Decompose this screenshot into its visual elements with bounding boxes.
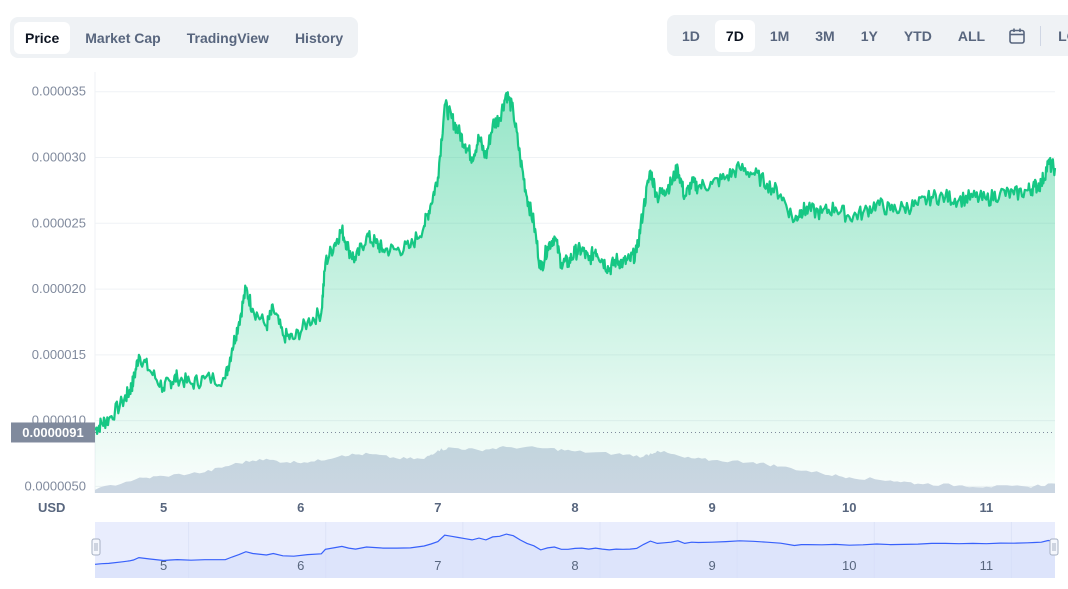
range-1m-button[interactable]: 1M [769, 27, 790, 44]
x-tick-label: 10 [842, 500, 856, 515]
handle-grip [91, 538, 101, 556]
y-tick-label: 0.000020 [32, 281, 86, 296]
navigator-line [94, 533, 1056, 565]
y-tick-label: 0.000030 [32, 150, 86, 165]
x-tick-label: 5 [160, 500, 167, 515]
range-navigator[interactable]: 5 6 7 8 9 10 11 [91, 522, 1059, 578]
navigator-tick-label: 5 [160, 558, 167, 573]
x-tick-label: 8 [571, 500, 578, 515]
y-tick-label: 0.000015 [32, 347, 86, 362]
handle-grip [1049, 538, 1059, 556]
range-ytd-button[interactable]: YTD [903, 27, 932, 44]
y-tick-label: 0.000035 [32, 84, 86, 99]
navigator-tick-label: 9 [709, 558, 716, 573]
tab-tradingview[interactable]: TradingView [186, 29, 269, 46]
price-line[interactable] [94, 91, 1057, 435]
x-axis: 5 6 7 8 9 10 11 [160, 500, 993, 515]
navigator-right-handle[interactable] [1049, 538, 1059, 556]
y-tick-label: 0.0000050 [25, 478, 86, 493]
calendar-icon [1009, 28, 1025, 44]
calendar-button[interactable] [1000, 21, 1034, 51]
x-tick-label: 9 [709, 500, 716, 515]
range-all-button[interactable]: ALL [957, 27, 986, 44]
range-3m-button[interactable]: 3M [815, 27, 835, 44]
navigator-tick-label: 10 [842, 558, 856, 573]
log-scale-button[interactable]: LOG [1058, 27, 1068, 44]
currency-label: USD [38, 500, 65, 515]
navigator-tick-label: 7 [434, 558, 441, 573]
y-axis: 0.000035 0.000030 0.000025 0.000020 0.000015… [25, 84, 86, 494]
current-price-badge-bg [11, 422, 95, 443]
navigator-tick-label: 11 [980, 558, 994, 573]
time-range-tabs: 1D 7D 1M 3M 1Y YTD ALL LOG [667, 15, 1068, 56]
navigator-tick-label: 8 [571, 558, 578, 573]
x-tick-label: 6 [297, 500, 304, 515]
chart-type-tabs: Price Market Cap TradingView History [10, 17, 359, 58]
current-price-label: 0.0000091 [22, 425, 83, 440]
current-price-badge: 0.0000091 [11, 422, 95, 443]
price-area-fill [95, 92, 1055, 493]
navigator-tick-label: 6 [297, 558, 304, 573]
range-1d-button[interactable]: 1D [682, 27, 700, 44]
navigator-labels: 5 6 7 8 9 10 11 [160, 558, 993, 573]
range-7d-button[interactable]: 7D [714, 19, 755, 52]
y-tick-label: 0.000025 [32, 215, 86, 230]
range-1y-button[interactable]: 1Y [860, 27, 878, 44]
tab-market-cap[interactable]: Market Cap [85, 29, 161, 46]
divider [1040, 25, 1042, 46]
x-tick-label: 7 [434, 500, 441, 515]
x-tick-label: 11 [980, 500, 994, 515]
tab-price[interactable]: Price [14, 21, 71, 54]
tab-history[interactable]: History [294, 29, 344, 46]
navigator-left-handle[interactable] [91, 538, 101, 556]
